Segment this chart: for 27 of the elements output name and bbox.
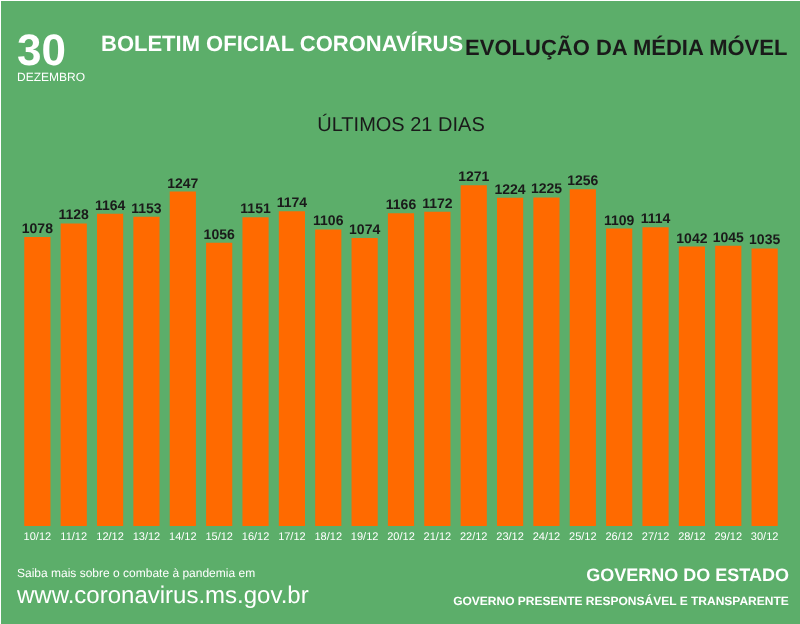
- bar: [460, 185, 487, 527]
- text: 30: [17, 25, 66, 75]
- bar: [424, 211, 451, 527]
- bar: [569, 189, 596, 527]
- chart-subtitle: ÚLTIMOS 21 DIAS: [317, 113, 486, 137]
- text: www.coronavirus.ms.gov.br: [15, 581, 309, 609]
- bar: [606, 228, 633, 527]
- text: GOVERNO DO ESTADO: [586, 565, 789, 585]
- bar: [678, 246, 705, 527]
- bar: [533, 197, 560, 527]
- bar: [206, 242, 233, 527]
- bar: [387, 213, 415, 527]
- bar: [169, 191, 196, 527]
- bar: [242, 217, 269, 527]
- chart-title: EVOLUÇÃO DA MÉDIA MÓVEL: [465, 35, 788, 61]
- text: BOLETIM OFICIAL CORONAVÍRUS: [101, 31, 464, 57]
- bar: [751, 248, 778, 527]
- bar: [133, 216, 160, 527]
- bar: [642, 227, 669, 527]
- bar: [60, 223, 87, 527]
- bar: [24, 236, 51, 527]
- bar: [97, 213, 124, 527]
- bar: [278, 211, 305, 527]
- bar: [715, 245, 742, 527]
- bar: [315, 229, 342, 527]
- bar: [351, 237, 378, 527]
- bar: [497, 197, 524, 527]
